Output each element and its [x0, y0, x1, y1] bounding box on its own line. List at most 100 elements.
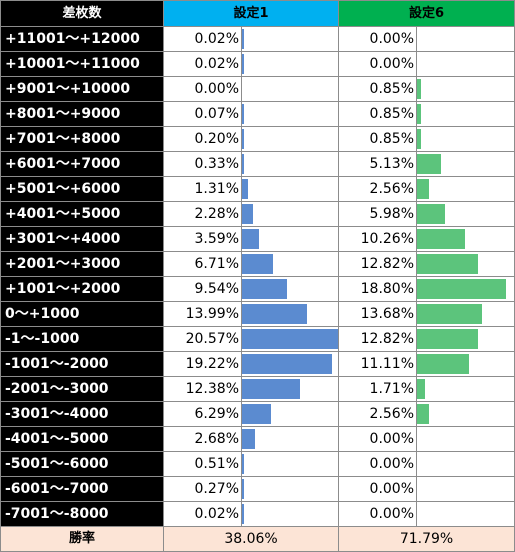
row-label: +7001～+8000 [0, 126, 164, 152]
setting6-value: 10.26% [338, 226, 418, 252]
win-rate-setting1: 38.06% [162, 526, 340, 552]
setting6-value: 5.13% [338, 151, 418, 177]
header-row: 差枚数 設定1 設定6 [0, 0, 515, 27]
setting6-value: 0.85% [338, 126, 418, 152]
setting1-bar-cell [240, 276, 340, 302]
setting6-bar-cell [416, 26, 515, 52]
setting1-bar-cell [240, 351, 340, 377]
row-label: -4001～-5000 [0, 426, 164, 452]
setting1-bar-cell [240, 501, 340, 527]
setting6-value: 0.00% [338, 426, 418, 452]
setting1-bar [242, 179, 249, 199]
setting6-bar-cell [416, 476, 515, 502]
table-row: -5001～-6000 0.51% 0.00% [0, 451, 515, 477]
setting6-bar [417, 254, 478, 274]
header-setting6: 設定6 [338, 0, 515, 27]
setting1-bar-cell [240, 426, 340, 452]
row-label: -6001～-7000 [0, 476, 164, 502]
setting1-bar-cell [240, 451, 340, 477]
table-row: -1001～-2000 19.22% 11.11% [0, 351, 515, 377]
table-row: +4001～+5000 2.28% 5.98% [0, 201, 515, 227]
setting1-value: 3.59% [163, 226, 242, 252]
setting1-bar-cell [240, 126, 340, 152]
setting6-bar [417, 379, 426, 399]
setting6-bar-cell [416, 151, 515, 177]
setting6-bar [417, 179, 430, 199]
row-label: -1～-1000 [0, 326, 164, 352]
setting6-bar-cell [416, 326, 515, 352]
setting6-bar-cell [416, 176, 515, 202]
setting1-value: 0.33% [163, 151, 242, 177]
setting6-bar [417, 304, 482, 324]
setting1-bar [242, 479, 244, 499]
setting1-bar-cell [240, 401, 340, 427]
row-label: -7001～-8000 [0, 501, 164, 527]
setting6-value: 2.56% [338, 176, 418, 202]
setting6-value: 0.00% [338, 501, 418, 527]
setting1-bar [242, 404, 272, 424]
setting1-bar [242, 229, 259, 249]
row-label: 0～+1000 [0, 301, 164, 327]
setting6-value: 18.80% [338, 276, 418, 302]
setting6-bar [417, 279, 506, 299]
setting1-bar-cell [240, 226, 340, 252]
setting6-bar [417, 79, 422, 99]
setting1-bar-cell [240, 51, 340, 77]
table-row: -3001～-4000 6.29% 2.56% [0, 401, 515, 427]
table-row: +11001～+12000 0.02% 0.00% [0, 26, 515, 52]
setting1-bar-cell [240, 201, 340, 227]
row-label: +6001～+7000 [0, 151, 164, 177]
setting6-value: 0.00% [338, 26, 418, 52]
setting1-bar [242, 379, 300, 399]
setting6-bar-cell [416, 76, 515, 102]
setting6-value: 5.98% [338, 201, 418, 227]
table-row: 0～+1000 13.99% 13.68% [0, 301, 515, 327]
row-label: +10001～+11000 [0, 51, 164, 77]
setting6-bar-cell [416, 201, 515, 227]
setting1-value: 20.57% [163, 326, 242, 352]
setting6-value: 0.85% [338, 76, 418, 102]
setting1-value: 0.27% [163, 476, 242, 502]
setting6-value: 13.68% [338, 301, 418, 327]
row-label: +4001～+5000 [0, 201, 164, 227]
setting6-value: 2.56% [338, 401, 418, 427]
setting1-bar [242, 454, 245, 474]
setting1-value: 0.00% [163, 76, 242, 102]
setting1-bar-cell [240, 251, 340, 277]
row-label: +8001～+9000 [0, 101, 164, 127]
setting1-value: 0.51% [163, 451, 242, 477]
setting1-bar-cell [240, 151, 340, 177]
table-row: +5001～+6000 1.31% 2.56% [0, 176, 515, 202]
win-rate-setting6: 71.79% [338, 526, 515, 552]
setting1-bar-cell [240, 476, 340, 502]
setting1-bar [242, 329, 338, 349]
table-row: +3001～+4000 3.59% 10.26% [0, 226, 515, 252]
setting6-value: 12.82% [338, 251, 418, 277]
setting1-bar-cell [240, 301, 340, 327]
setting6-bar [417, 154, 442, 174]
setting1-value: 2.28% [163, 201, 242, 227]
setting1-value: 1.31% [163, 176, 242, 202]
setting1-bar [242, 279, 287, 299]
setting6-bar-cell [416, 126, 515, 152]
setting6-bar [417, 104, 422, 124]
setting1-value: 6.29% [163, 401, 242, 427]
setting6-bar-cell [416, 226, 515, 252]
row-label: +11001～+12000 [0, 26, 164, 52]
setting6-value: 0.00% [338, 476, 418, 502]
setting6-bar [417, 204, 446, 224]
table-row: +8001～+9000 0.07% 0.85% [0, 101, 515, 127]
setting1-bar-cell [240, 326, 340, 352]
setting6-bar [417, 404, 430, 424]
setting1-value: 19.22% [163, 351, 242, 377]
row-label: +2001～+3000 [0, 251, 164, 277]
setting6-bar-cell [416, 301, 515, 327]
table-row: -2001～-3000 12.38% 1.71% [0, 376, 515, 402]
setting1-bar [242, 29, 244, 49]
setting1-bar-cell [240, 26, 340, 52]
setting1-bar [242, 354, 332, 374]
setting1-bar [242, 254, 274, 274]
row-label: +5001～+6000 [0, 176, 164, 202]
table-row: +10001～+11000 0.02% 0.00% [0, 51, 515, 77]
setting1-bar [242, 129, 244, 149]
